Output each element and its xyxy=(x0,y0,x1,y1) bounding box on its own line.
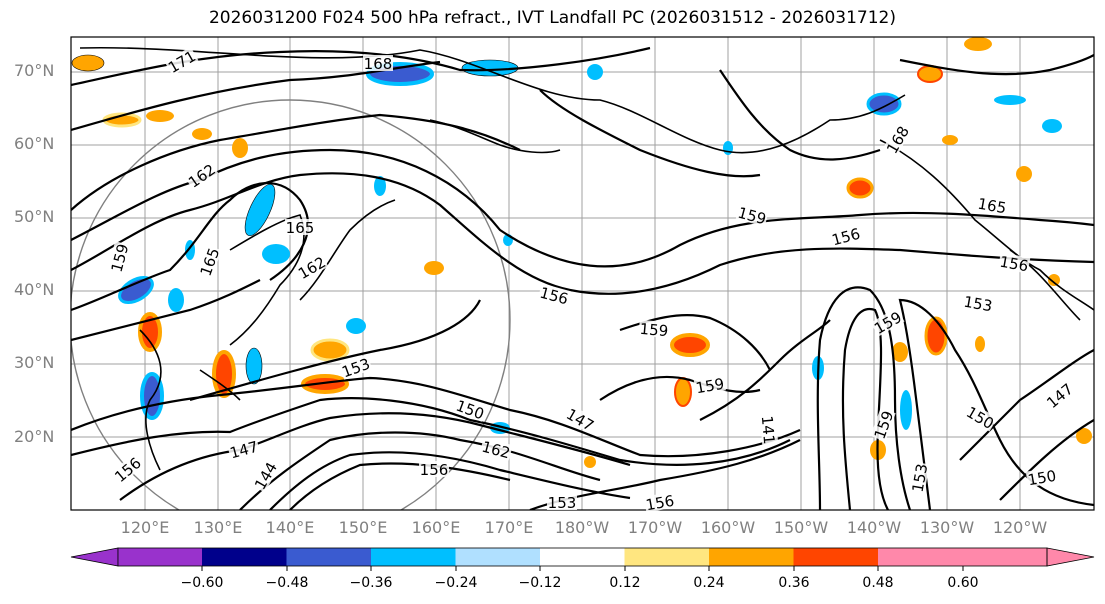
colorbar-tick-label: 0.48 xyxy=(862,575,894,591)
lat-label-70n: 70°N xyxy=(14,61,55,80)
lon-label-130w: 130°W xyxy=(919,518,975,537)
contour-label: 159 xyxy=(639,320,669,340)
colorbar-segment xyxy=(540,548,625,566)
lon-label-140e: 140°E xyxy=(265,518,315,537)
lat-label-60n: 60°N xyxy=(14,134,55,153)
colorbar xyxy=(70,547,1095,571)
colorbar-tick-label: −0.48 xyxy=(265,575,309,591)
lat-label-50n: 50°N xyxy=(14,207,55,226)
colorbar-segment xyxy=(455,548,540,566)
contour-label: 141 xyxy=(758,415,778,445)
colorbar-segment xyxy=(624,548,709,566)
lat-label-40n: 40°N xyxy=(14,280,55,299)
colorbar-tick-label: −0.24 xyxy=(434,575,478,591)
colorbar-segment xyxy=(793,548,878,566)
contour-label: 153 xyxy=(548,494,577,512)
lon-label-130e: 130°E xyxy=(193,518,243,537)
lon-label-180w: 180°W xyxy=(554,518,610,537)
colorbar-tick-label: 0.60 xyxy=(947,575,979,591)
positive-anomaly-shading xyxy=(71,37,1092,468)
colorbar-segment xyxy=(371,548,456,566)
contour-label: 159 xyxy=(694,375,725,398)
colorbar-extend-low xyxy=(70,547,119,567)
contour-label: 150 xyxy=(1026,467,1057,490)
graticule xyxy=(71,37,1094,510)
lon-label-170w: 170°W xyxy=(627,518,683,537)
map-title: 2026031200 F024 500 hPa refract., IVT La… xyxy=(208,8,896,28)
contour-label: 156 xyxy=(420,461,449,479)
lat-label-20n: 20°N xyxy=(14,427,55,446)
lat-label-30n: 30°N xyxy=(14,353,55,372)
lon-label-120w: 120°W xyxy=(992,518,1048,537)
contour-label: 153 xyxy=(909,462,932,493)
map-field xyxy=(71,37,1094,510)
colorbar-tick-label: −0.12 xyxy=(518,575,562,591)
contour-label: 156 xyxy=(644,492,675,515)
map-frame xyxy=(70,36,1095,511)
colorbar-segment xyxy=(878,548,1047,566)
lon-label-150e: 150°E xyxy=(338,518,388,537)
colorbar-tick-label: 0.12 xyxy=(609,575,641,591)
contour-label: 153 xyxy=(962,293,993,316)
refractivity-contours xyxy=(71,46,1094,510)
colorbar-segment xyxy=(118,548,202,566)
contour-label: 156 xyxy=(998,253,1029,276)
colorbar-segment xyxy=(709,548,794,566)
colorbar-tick-label: −0.60 xyxy=(180,575,224,591)
contour-label: 168 xyxy=(364,55,393,73)
lon-label-120e: 120°E xyxy=(120,518,170,537)
lon-label-160w: 160°W xyxy=(700,518,756,537)
colorbar-tick-label: 0.36 xyxy=(778,575,810,591)
contour-label: 165 xyxy=(976,195,1007,218)
contour-label: 165 xyxy=(286,219,315,237)
colorbar-tick-label: 0.24 xyxy=(693,575,725,591)
colorbar-tick-label: −0.36 xyxy=(349,575,393,591)
range-ring xyxy=(71,99,511,510)
coastlines xyxy=(79,46,1094,471)
lon-label-170e: 170°E xyxy=(484,518,534,537)
lon-label-140w: 140°W xyxy=(846,518,902,537)
colorbar-segment xyxy=(202,548,287,566)
lon-label-150w: 150°W xyxy=(773,518,829,537)
colorbar-segment xyxy=(286,548,371,566)
colorbar-extend-high xyxy=(1046,547,1095,567)
lon-label-160e: 160°E xyxy=(411,518,461,537)
